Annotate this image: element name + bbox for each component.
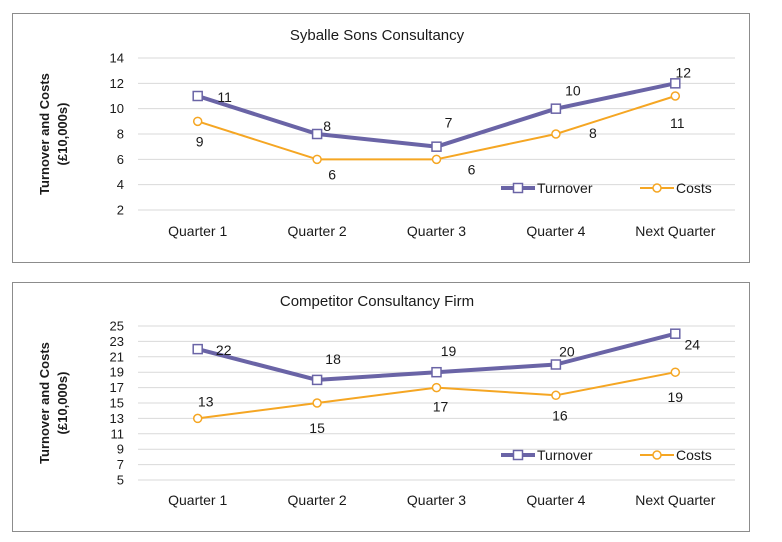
- y-tick-label: 8: [117, 127, 124, 142]
- data-label-turnover: 10: [565, 83, 581, 99]
- y-axis-label: Turnover and Costs (£10,000s): [37, 73, 70, 195]
- data-point-costs: [670, 367, 681, 377]
- data-label-turnover: 22: [216, 342, 232, 358]
- x-category-label: Quarter 3: [407, 492, 466, 508]
- data-point-costs: [431, 154, 442, 165]
- data-label-costs: 11: [670, 115, 685, 131]
- data-label-costs: 8: [589, 125, 597, 141]
- data-point-costs: [312, 398, 322, 408]
- y-axis-label-line: (£10,000s): [55, 372, 70, 435]
- series-line-turnover: [197, 81, 676, 149]
- data-point-turnover: [192, 90, 203, 102]
- data-point-costs: [670, 91, 681, 101]
- data-label-costs: 13: [198, 393, 214, 409]
- y-tick-label: 9: [117, 442, 124, 457]
- legend-marker-circle: [652, 183, 662, 193]
- chart-title: Syballe Sons Consultancy: [290, 27, 465, 44]
- y-tick-label: 4: [117, 177, 124, 192]
- y-tick-label: 21: [110, 349, 124, 364]
- legend-item-turnover: Turnover: [501, 447, 593, 463]
- data-label-turnover: 7: [445, 115, 453, 131]
- y-tick-label: 6: [117, 152, 124, 167]
- data-label-costs: 19: [668, 389, 684, 405]
- data-point-costs: [192, 116, 203, 127]
- data-point-turnover: [670, 78, 681, 89]
- y-tick-label: 11: [111, 426, 125, 441]
- data-point-costs: [551, 129, 561, 139]
- data-point-costs: [551, 390, 561, 401]
- legend-label: Costs: [676, 180, 712, 196]
- legend-item-turnover: Turnover: [501, 180, 593, 196]
- y-tick-label: 10: [110, 101, 124, 116]
- data-label-turnover: 19: [441, 343, 457, 359]
- y-tick-label: 25: [110, 319, 124, 334]
- x-category-label: Quarter 3: [407, 223, 466, 239]
- x-category-label: Quarter 2: [288, 492, 347, 508]
- data-point-turnover: [192, 343, 203, 355]
- legend-item-costs: Costs: [640, 447, 712, 463]
- y-tick-label: 13: [110, 411, 124, 426]
- data-label-costs: 6: [328, 166, 336, 182]
- data-label-turnover: 24: [685, 337, 701, 353]
- legend-marker-square: [512, 449, 524, 461]
- data-point-turnover: [550, 103, 562, 114]
- y-axis-label-line: (£10,000s): [55, 103, 70, 166]
- chart-panel-competitor: Competitor Consultancy Firm Turnover and …: [12, 282, 750, 532]
- data-label-costs: 16: [552, 407, 568, 423]
- legend-item-costs: Costs: [640, 180, 712, 196]
- data-label-turnover: 8: [323, 118, 331, 134]
- data-label-costs: 9: [196, 133, 204, 149]
- data-point-turnover: [670, 328, 681, 339]
- legend-label: Costs: [676, 447, 712, 463]
- data-label-turnover: 11: [217, 89, 232, 105]
- x-category-label: Next Quarter: [635, 223, 715, 239]
- legend-marker-square: [512, 182, 524, 194]
- data-label-turnover: 18: [325, 351, 341, 367]
- legend-label: Turnover: [537, 447, 593, 463]
- x-category-label: Quarter 4: [526, 492, 585, 508]
- legend-label: Turnover: [537, 180, 593, 196]
- data-label-costs: 15: [309, 420, 325, 436]
- x-category-label: Quarter 2: [288, 223, 347, 239]
- data-point-costs: [312, 154, 322, 165]
- x-category-label: Quarter 1: [168, 492, 227, 508]
- y-axis-label-line: Turnover and Costs: [37, 73, 52, 195]
- data-label-turnover: 20: [559, 344, 575, 360]
- x-category-label: Next Quarter: [635, 492, 715, 508]
- chart-svg-syballe: Syballe Sons Consultancy Turnover and Cos…: [37, 27, 735, 239]
- y-tick-label: 23: [110, 334, 124, 349]
- data-point-turnover: [431, 141, 442, 152]
- y-tick-label: 15: [110, 396, 124, 411]
- chart-svg-competitor: Competitor Consultancy Firm Turnover and …: [37, 293, 735, 508]
- chart-panel-syballe: Syballe Sons Consultancy Turnover and Cos…: [12, 13, 750, 263]
- data-label-costs: 6: [468, 161, 476, 177]
- y-axis-label-line: Turnover and Costs: [37, 342, 52, 464]
- y-tick-label: 2: [117, 203, 124, 218]
- x-category-label: Quarter 1: [168, 223, 227, 239]
- data-point-turnover: [311, 128, 323, 140]
- x-category-label: Quarter 4: [526, 223, 585, 239]
- legend-marker-circle: [652, 450, 662, 460]
- y-tick-label: 12: [110, 76, 124, 91]
- data-label-turnover: 12: [676, 64, 692, 80]
- y-tick-label: 19: [110, 365, 124, 380]
- y-axis-label: Turnover and Costs (£10,000s): [37, 342, 70, 464]
- y-tick-label: 7: [117, 457, 124, 472]
- data-label-costs: 17: [433, 399, 449, 415]
- data-point-turnover: [311, 374, 323, 386]
- data-point-costs: [431, 382, 442, 393]
- data-point-turnover: [431, 366, 442, 378]
- data-point-costs: [192, 413, 203, 424]
- y-tick-label: 17: [110, 380, 124, 395]
- data-point-turnover: [550, 359, 562, 370]
- y-tick-label: 14: [110, 51, 124, 66]
- chart-title: Competitor Consultancy Firm: [280, 293, 474, 310]
- y-tick-label: 5: [117, 473, 124, 488]
